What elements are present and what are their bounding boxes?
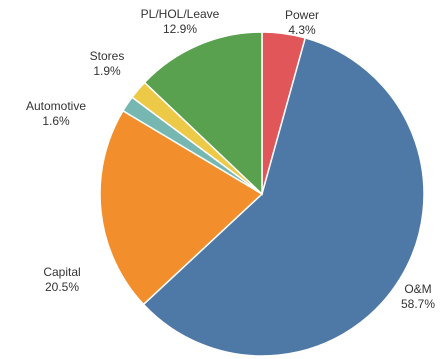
slice-percent-label: 12.9% bbox=[163, 22, 197, 36]
slice-percent-label: 58.7% bbox=[401, 297, 435, 311]
slice-category-label: Stores bbox=[90, 49, 125, 63]
slice-percent-label: 1.6% bbox=[42, 114, 70, 128]
pie-slice-pl-hol-leave bbox=[143, 31, 263, 196]
slice-percent-label: 1.9% bbox=[93, 64, 121, 78]
slice-category-label: Capital bbox=[43, 265, 80, 279]
slice-percent-label: 20.5% bbox=[45, 280, 79, 294]
slice-category-label: PL/HOL/Leave bbox=[141, 7, 220, 21]
slice-percent-label: 4.3% bbox=[288, 23, 316, 37]
slice-category-label: Power bbox=[285, 8, 319, 22]
slice-category-label: O&M bbox=[404, 282, 431, 296]
slice-category-label: Automotive bbox=[26, 99, 86, 113]
slice-label-o-m: O&M58.7% bbox=[401, 282, 435, 311]
pie-slice-o-m bbox=[142, 36, 425, 357]
pie-slice-capital bbox=[99, 109, 264, 306]
